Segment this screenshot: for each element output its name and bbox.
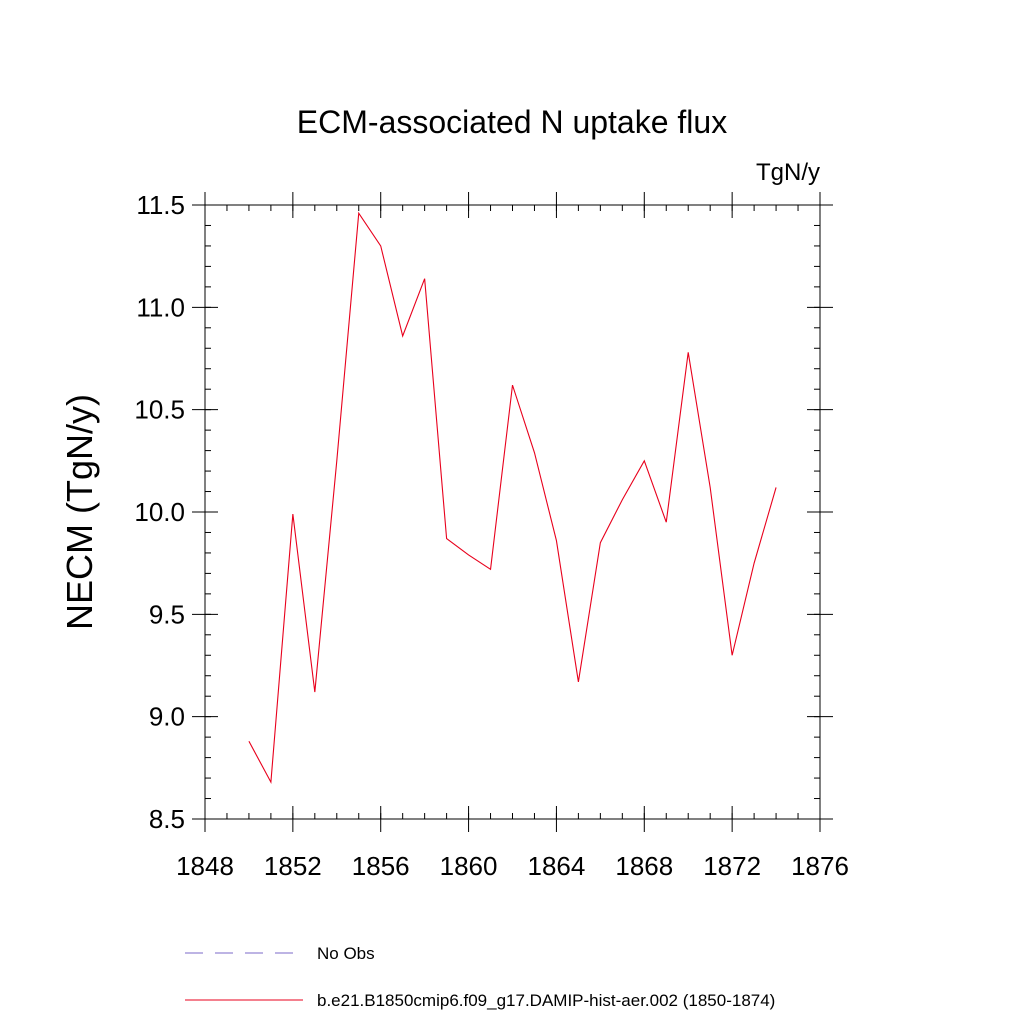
series-layer — [248, 211, 777, 785]
x-tick-label: 1872 — [703, 851, 761, 881]
y-tick-label: 10.5 — [134, 395, 185, 425]
major-ticks — [192, 192, 833, 832]
y-tick-label: 9.5 — [149, 599, 185, 629]
y-tick-labels: 8.5 9.0 9.5 10.0 10.5 11.0 11.5 — [134, 190, 185, 834]
y-tick-label: 11.0 — [136, 292, 185, 322]
legend-label-no-obs: No Obs — [317, 944, 375, 963]
x-tick-label: 1856 — [352, 851, 410, 881]
legend-label-model-run: b.e21.B1850cmip6.f09_g17.DAMIP-hist-aer.… — [317, 991, 775, 1010]
x-tick-label: 1864 — [528, 851, 586, 881]
units-label: TgN/y — [756, 159, 820, 186]
x-tick-label: 1848 — [176, 851, 234, 881]
x-tick-label: 1868 — [615, 851, 673, 881]
x-tick-label: 1876 — [791, 851, 849, 881]
chart-title: ECM-associated N uptake flux — [297, 104, 727, 140]
y-tick-label: 8.5 — [149, 804, 185, 834]
y-tick-label: 9.0 — [149, 702, 185, 732]
plot-frame — [204, 204, 821, 820]
legend: No Obs b.e21.B1850cmip6.f09_g17.DAMIP-hi… — [185, 944, 775, 1010]
x-tick-label: 1852 — [264, 851, 322, 881]
y-axis-label: NECM (TgN/y) — [59, 394, 100, 630]
x-tick-labels: 1848 1852 1856 1860 1864 1868 1872 1876 — [176, 851, 849, 881]
x-tick-label: 1860 — [440, 851, 498, 881]
minor-ticks — [204, 204, 821, 820]
y-tick-label: 11.5 — [136, 190, 185, 220]
y-tick-label: 10.0 — [134, 497, 185, 527]
series-line-1 — [248, 211, 777, 785]
